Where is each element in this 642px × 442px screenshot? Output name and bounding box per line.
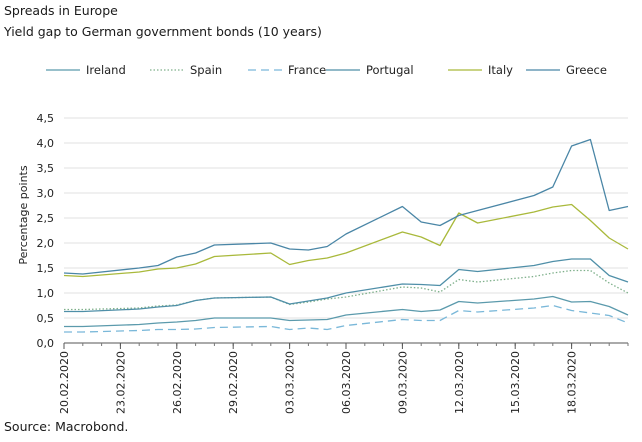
series-line-portugal bbox=[64, 258, 629, 313]
gridlines bbox=[64, 117, 628, 319]
y-tick-label: 1,5 bbox=[37, 262, 55, 275]
series-line-france bbox=[64, 304, 629, 333]
legend-label-france: France bbox=[288, 63, 326, 77]
x-tick-label: 12.03.2020 bbox=[453, 351, 466, 414]
x-tick-label: 26.02.2020 bbox=[171, 351, 184, 414]
x-tick-label: 03.03.2020 bbox=[284, 351, 297, 414]
chart-title: Spreads in Europe bbox=[4, 3, 118, 18]
series-lines bbox=[63, 138, 629, 333]
source-note: Source: Macrobond. bbox=[4, 419, 128, 434]
x-tick-label: 18.03.2020 bbox=[566, 351, 579, 414]
y-tick-label: 2,5 bbox=[37, 212, 55, 225]
y-tick-label: 3,0 bbox=[37, 187, 55, 200]
series-line-greece bbox=[63, 138, 629, 275]
y-axis-label: Percentage points bbox=[17, 165, 30, 264]
x-axis: 20.02.2020 23.02.2020 26.02.2020 29.02.2020… bbox=[58, 342, 629, 414]
legend-label-spain: Spain bbox=[190, 63, 222, 77]
y-tick-label: 1,0 bbox=[37, 287, 55, 300]
x-tick-label: 06.03.2020 bbox=[340, 351, 353, 414]
x-tick-label: 15.03.2020 bbox=[509, 351, 522, 414]
legend: Ireland Spain France Portugal Italy Greece bbox=[46, 63, 607, 77]
y-tick-label: 2,0 bbox=[37, 237, 55, 250]
series-line-italy bbox=[63, 203, 629, 278]
legend-label-ireland: Ireland bbox=[86, 63, 126, 77]
series-line-ireland bbox=[64, 295, 629, 328]
y-tick-label: 0,5 bbox=[37, 312, 55, 325]
legend-label-greece: Greece bbox=[566, 63, 607, 77]
x-tick-label: 29.02.2020 bbox=[227, 351, 240, 414]
legend-label-portugal: Portugal bbox=[366, 63, 414, 77]
y-tick-label: 4,0 bbox=[37, 137, 55, 150]
y-tick-label: 0,0 bbox=[37, 337, 55, 350]
y-tick-label: 3,5 bbox=[37, 162, 55, 175]
x-tick-label: 23.02.2020 bbox=[114, 351, 127, 414]
x-tick-label: 09.03.2020 bbox=[396, 351, 409, 414]
chart-subtitle: Yield gap to German government bonds (10… bbox=[3, 24, 322, 39]
x-tick-label: 20.02.2020 bbox=[58, 351, 71, 414]
series-line-spain bbox=[64, 269, 629, 311]
legend-label-italy: Italy bbox=[488, 63, 513, 77]
y-tick-label: 4,5 bbox=[37, 112, 55, 125]
y-axis-ticks: 0,0 0,5 1,0 1,5 2,0 2,5 3,0 3,5 4,0 4,5 bbox=[37, 112, 55, 350]
